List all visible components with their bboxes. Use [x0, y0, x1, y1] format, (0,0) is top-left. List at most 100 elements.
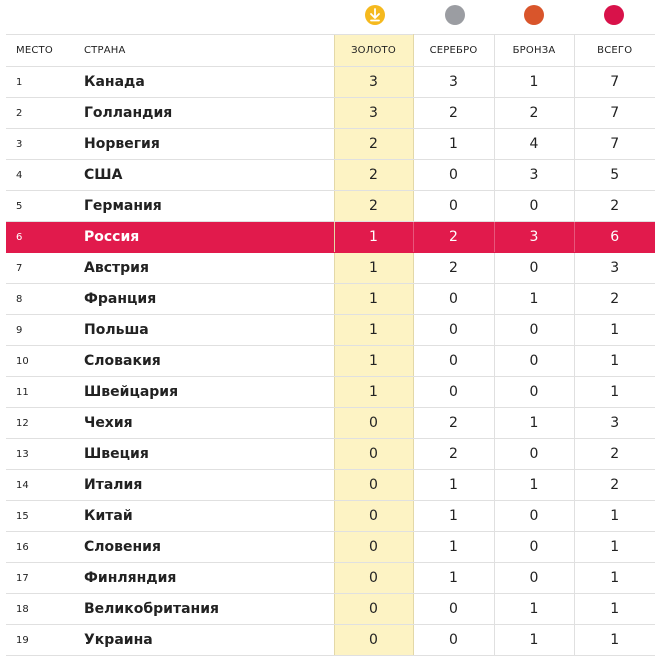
total-count-cell: 2 — [573, 438, 655, 470]
table-row: 1 Канада 3 3 1 7 — [6, 66, 655, 98]
place-cell: 3 — [6, 128, 67, 160]
medal-legend — [0, 0, 657, 34]
table-row: 12 Чехия 0 2 1 3 — [6, 407, 655, 439]
total-count-cell: 1 — [573, 376, 655, 408]
silver-count-cell: 2 — [412, 407, 494, 439]
country-cell: США — [67, 159, 334, 191]
gold-count-cell: 0 — [333, 562, 414, 594]
total-count-cell: 6 — [573, 221, 655, 253]
silver-count-cell: 0 — [412, 624, 494, 656]
country-cell: Словения — [67, 531, 334, 563]
total-count-cell: 1 — [573, 531, 655, 563]
silver-count-cell: 0 — [412, 283, 494, 315]
bronze-count-cell: 4 — [493, 128, 574, 160]
table-row: 9 Польша 1 0 0 1 — [6, 314, 655, 346]
header-bronze[interactable]: БРОНЗА — [493, 34, 574, 67]
place-cell: 9 — [6, 314, 67, 346]
total-count-cell: 5 — [573, 159, 655, 191]
gold-count-cell: 1 — [333, 345, 414, 377]
country-cell: Словакия — [67, 345, 334, 377]
bronze-count-cell: 1 — [493, 593, 574, 625]
total-count-cell: 1 — [573, 500, 655, 532]
total-count-cell: 1 — [573, 345, 655, 377]
table-row: 14 Италия 0 1 1 2 — [6, 469, 655, 501]
gold-count-cell: 1 — [333, 314, 414, 346]
bronze-count-cell: 0 — [493, 252, 574, 284]
place-cell: 8 — [6, 283, 67, 315]
place-cell: 16 — [6, 531, 67, 563]
total-count-cell: 7 — [573, 66, 655, 98]
silver-count-cell: 1 — [412, 128, 494, 160]
country-cell: Китай — [67, 500, 334, 532]
total-count-cell: 1 — [573, 562, 655, 594]
header-total[interactable]: ВСЕГО — [573, 34, 655, 67]
country-cell: Германия — [67, 190, 334, 222]
gold-count-cell: 0 — [333, 593, 414, 625]
table-row: 15 Китай 0 1 0 1 — [6, 500, 655, 532]
gold-count-cell: 1 — [333, 252, 414, 284]
table-row: 8 Франция 1 0 1 2 — [6, 283, 655, 315]
place-cell: 11 — [6, 376, 67, 408]
place-cell: 15 — [6, 500, 67, 532]
country-cell: Голландия — [67, 97, 334, 129]
header-place[interactable]: МЕСТО — [6, 34, 67, 67]
arrow-down-icon — [370, 8, 380, 22]
gold-count-cell: 0 — [333, 500, 414, 532]
country-cell: Канада — [67, 66, 334, 98]
country-cell: Австрия — [67, 252, 334, 284]
total-count-cell: 1 — [573, 624, 655, 656]
country-cell: Италия — [67, 469, 334, 501]
table-row: 19 Украина 0 0 1 1 — [6, 624, 655, 656]
place-cell: 4 — [6, 159, 67, 191]
silver-count-cell: 2 — [412, 252, 494, 284]
place-cell: 2 — [6, 97, 67, 129]
bronze-count-cell: 0 — [493, 376, 574, 408]
country-cell: Финляндия — [67, 562, 334, 594]
bronze-count-cell: 1 — [493, 66, 574, 98]
table-row: 16 Словения 0 1 0 1 — [6, 531, 655, 563]
place-cell: 10 — [6, 345, 67, 377]
medal-standings-table: МЕСТО СТРАНА ЗОЛОТО СЕРЕБРО БРОНЗА ВСЕГО… — [6, 34, 655, 656]
header-silver[interactable]: СЕРЕБРО — [412, 34, 494, 67]
table-row: 10 Словакия 1 0 0 1 — [6, 345, 655, 377]
country-cell: Чехия — [67, 407, 334, 439]
table-row: 17 Финляндия 0 1 0 1 — [6, 562, 655, 594]
country-cell: Норвегия — [67, 128, 334, 160]
place-cell: 7 — [6, 252, 67, 284]
bronze-count-cell: 0 — [493, 190, 574, 222]
place-cell: 12 — [6, 407, 67, 439]
bronze-count-cell: 0 — [493, 562, 574, 594]
total-count-cell: 7 — [573, 128, 655, 160]
place-cell: 18 — [6, 593, 67, 625]
bronze-count-cell: 1 — [493, 624, 574, 656]
table-row: 7 Австрия 1 2 0 3 — [6, 252, 655, 284]
silver-count-cell: 1 — [412, 531, 494, 563]
total-count-cell: 7 — [573, 97, 655, 129]
total-count-cell: 1 — [573, 314, 655, 346]
header-country[interactable]: СТРАНА — [67, 34, 334, 67]
gold-count-cell: 2 — [333, 128, 414, 160]
bronze-count-cell: 2 — [493, 97, 574, 129]
place-cell: 1 — [6, 66, 67, 98]
header-gold[interactable]: ЗОЛОТО — [333, 34, 414, 67]
bronze-count-cell: 0 — [493, 314, 574, 346]
silver-count-cell: 1 — [412, 562, 494, 594]
medal-gold-icon[interactable] — [365, 5, 385, 25]
table-row: 2 Голландия 3 2 2 7 — [6, 97, 655, 129]
silver-count-cell: 1 — [412, 469, 494, 501]
gold-count-cell: 0 — [333, 531, 414, 563]
medal-silver-icon — [445, 5, 465, 25]
silver-count-cell: 0 — [412, 593, 494, 625]
gold-count-cell: 0 — [333, 624, 414, 656]
table-row: 5 Германия 2 0 0 2 — [6, 190, 655, 222]
medal-total-icon — [604, 5, 624, 25]
gold-count-cell: 0 — [333, 469, 414, 501]
country-cell: Великобритания — [67, 593, 334, 625]
gold-count-cell: 3 — [333, 97, 414, 129]
silver-count-cell: 0 — [412, 314, 494, 346]
table-row: 6 Россия 1 2 3 6 — [6, 221, 655, 253]
gold-count-cell: 2 — [333, 159, 414, 191]
country-cell: Украина — [67, 624, 334, 656]
gold-count-cell: 3 — [333, 66, 414, 98]
bronze-count-cell: 1 — [493, 407, 574, 439]
